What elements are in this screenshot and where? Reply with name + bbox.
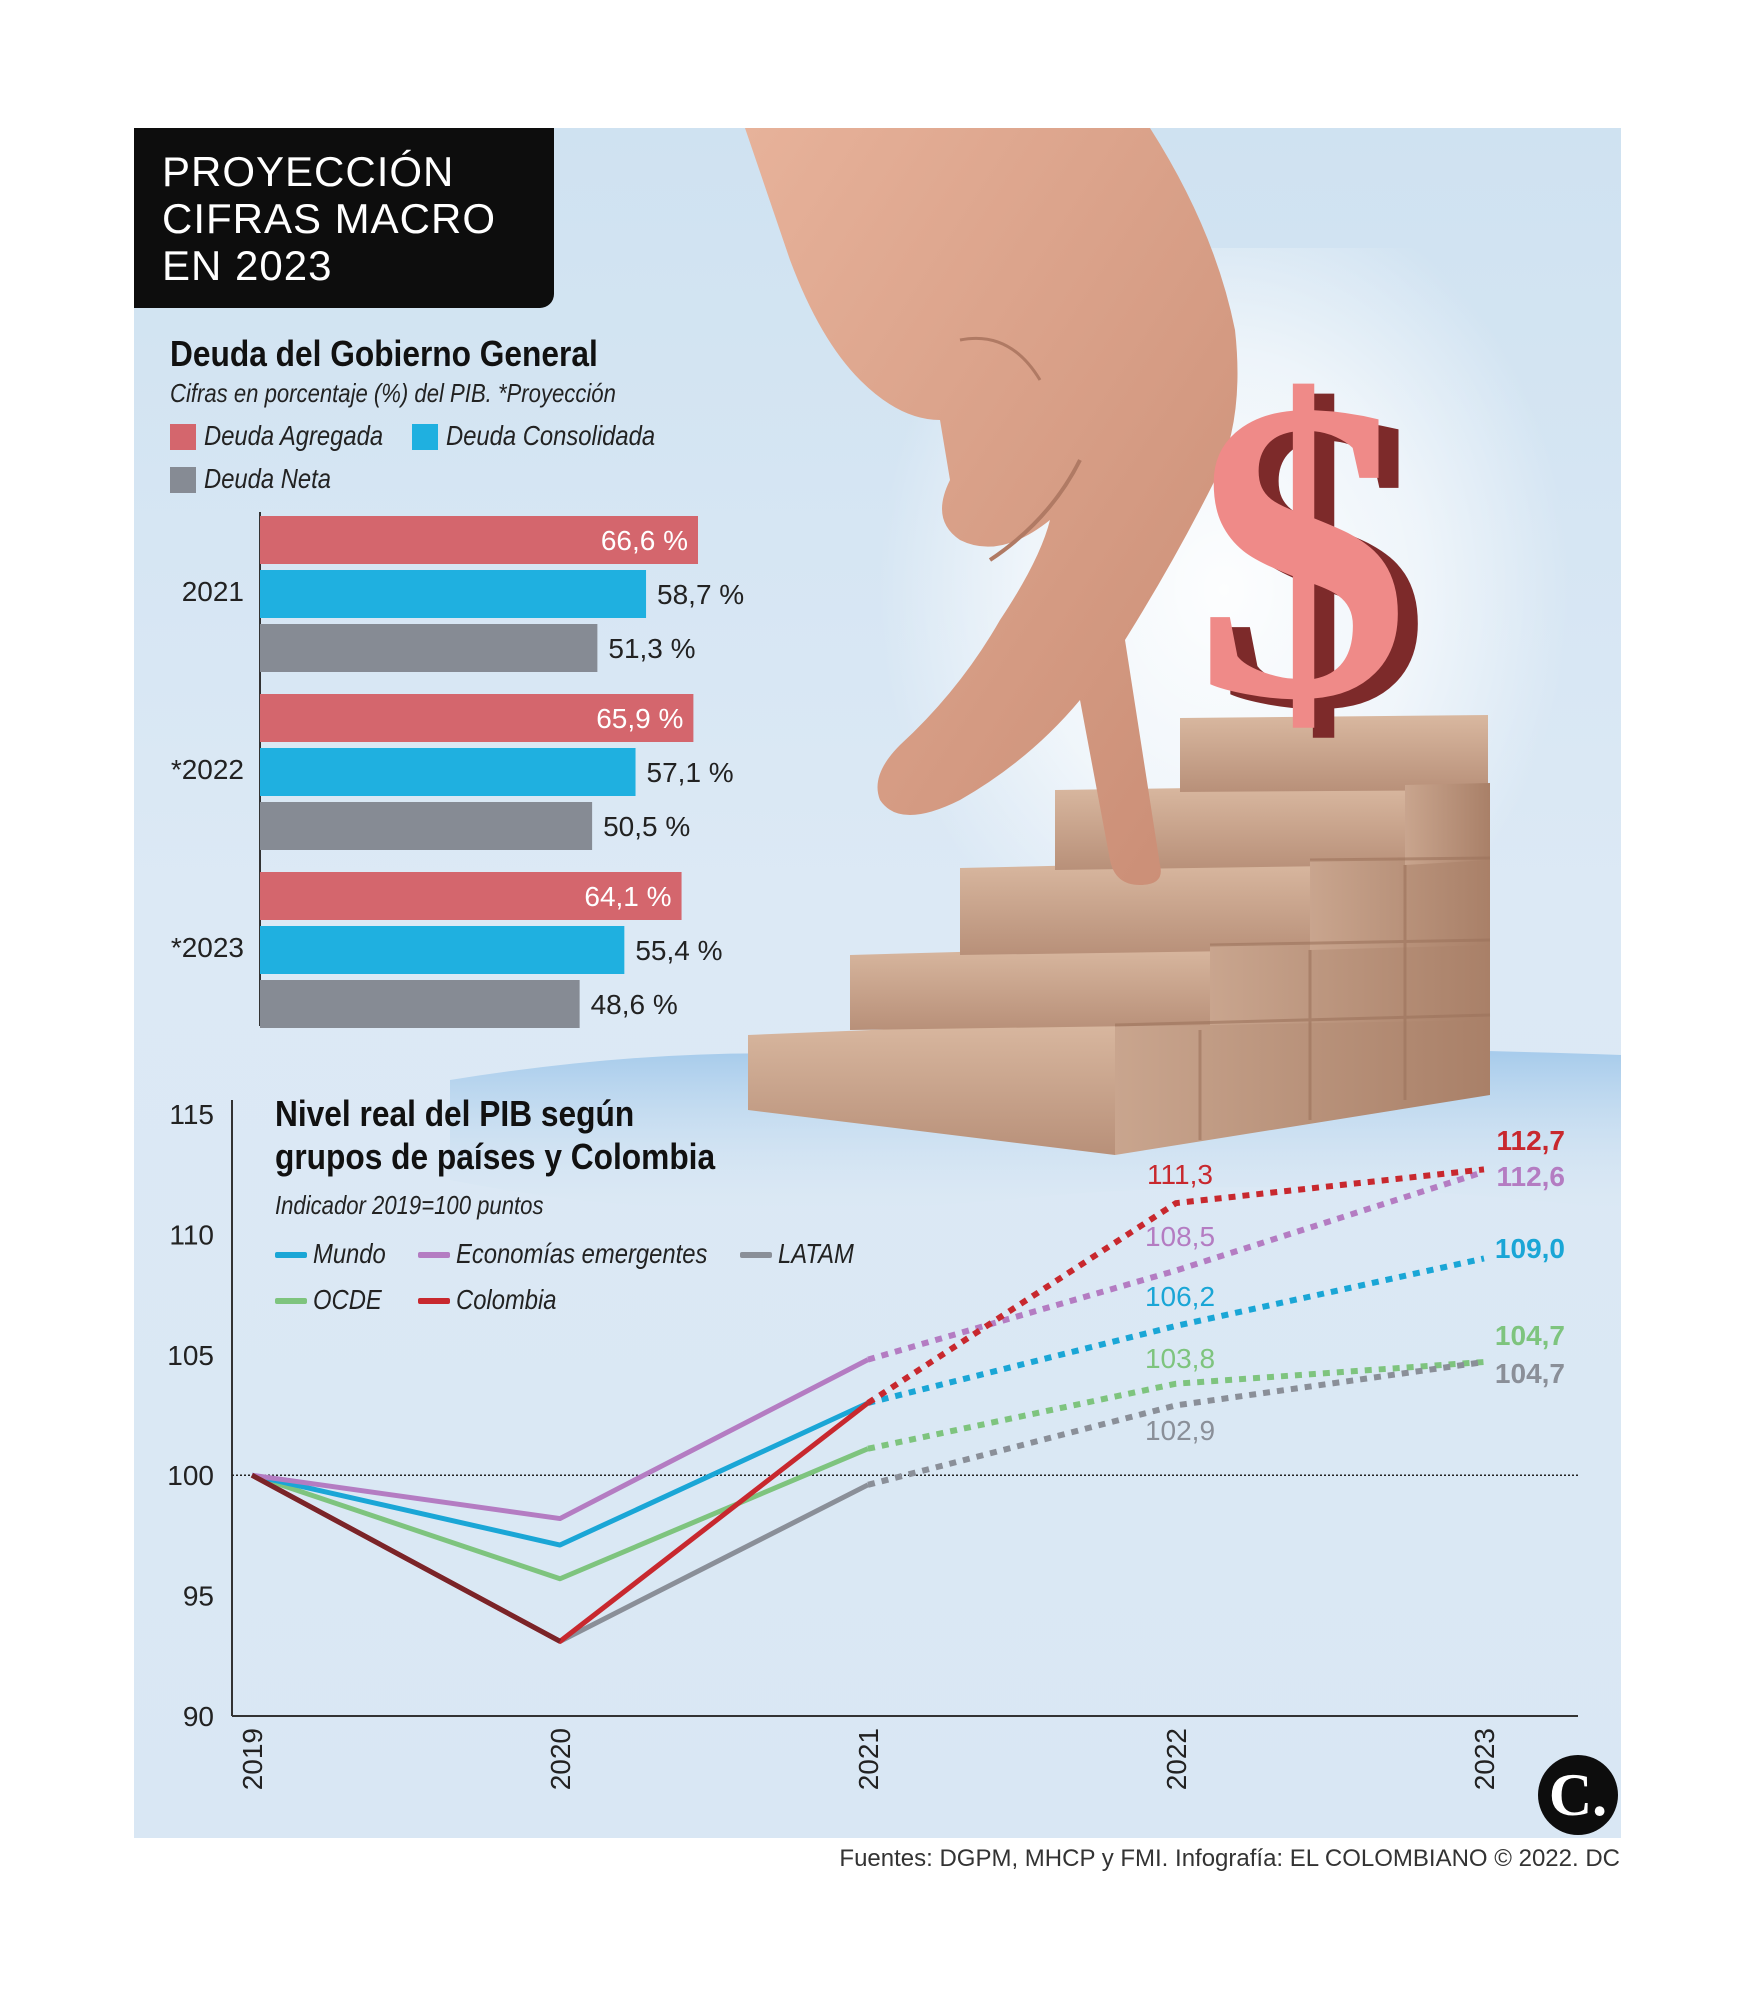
x-tick-label: 2023 (1469, 1728, 1500, 1790)
series-line-historic (251, 1446, 869, 1582)
legend-label-agregada: Deuda Agregada (204, 420, 384, 451)
bar-value-label: 50,5 % (603, 811, 690, 842)
point-label-2022: 111,3 (1147, 1159, 1213, 1190)
pib-line-chart: 115 110 105 100 95 90 2019 2020 2021 2022 2023 111,… (167, 1099, 1578, 1790)
series-line-overlap (250, 1472, 562, 1644)
bar (260, 748, 636, 796)
bar (260, 802, 593, 850)
series-line-historic (251, 1357, 870, 1522)
x-tick-label: 2021 (853, 1728, 884, 1790)
point-label-2023: 112,7 (1496, 1125, 1565, 1156)
title-line-2: CIFRAS MACRO (162, 195, 497, 242)
series-line-historic (250, 1472, 870, 1644)
bar (260, 694, 694, 742)
series-line-historic (251, 1400, 870, 1548)
bar-value-label: 55,4 % (635, 935, 722, 966)
legend-line-ocde (275, 1298, 307, 1304)
bar (260, 624, 598, 672)
legend-label-colombia: Colombia (456, 1284, 557, 1315)
point-label-2022: 102,9 (1145, 1415, 1215, 1446)
legend-label-consolidada: Deuda Consolidada (446, 420, 656, 451)
hand (745, 128, 1238, 885)
y-tick-label: 115 (169, 1099, 214, 1130)
bar-value-label: 66,6 % (601, 525, 688, 556)
legend-line-colombia (418, 1298, 450, 1304)
series-line-projected (867, 1168, 1485, 1363)
wooden-blocks (748, 715, 1491, 1155)
series-line-projected (867, 1359, 1485, 1452)
x-tick-label: 2020 (545, 1728, 576, 1790)
bar-value-label: 48,6 % (591, 989, 678, 1020)
series-line-historic (250, 1400, 870, 1644)
bar-value-label: 65,9 % (596, 703, 683, 734)
pib-heading-line-2: grupos de países y Colombia (275, 1136, 716, 1177)
debt-bar-chart: 2021 66,6 % 58,7 % 51,3 % *2022 65,9 % 57,1 % 5… (171, 512, 744, 1028)
point-label-2023: 104,7 (1495, 1358, 1565, 1389)
point-label-2023: 112,6 (1496, 1161, 1565, 1192)
point-label-2023: 109,0 (1495, 1233, 1565, 1264)
legend-line-emergentes (418, 1252, 450, 1258)
legend-label-ocde: OCDE (313, 1284, 382, 1315)
y-tick-label: 100 (167, 1460, 214, 1491)
bar-value-label: 57,1 % (647, 757, 734, 788)
legend-swatch-agregada (170, 424, 196, 450)
bar-value-label: 58,7 % (657, 579, 744, 610)
legend-label-neta: Deuda Neta (204, 463, 332, 494)
source-footer: Fuentes: DGPM, MHCP y FMI. Infografía: E… (839, 1845, 1620, 1872)
series-line-projected (866, 1166, 1485, 1406)
y-tick-label: 95 (183, 1581, 214, 1612)
title-line-3: EN 2023 (162, 242, 333, 289)
point-label-2022: 108,5 (1145, 1221, 1215, 1252)
debt-heading: Deuda del Gobierno General (170, 333, 598, 374)
legend-label-emergentes: Economías emergentes (456, 1238, 708, 1269)
el-colombiano-logo: C. (1538, 1755, 1618, 1835)
bar-category-label: *2022 (171, 754, 244, 785)
bar-category-label: *2023 (171, 932, 244, 963)
title-line-1: PROYECCIÓN (162, 148, 455, 195)
debt-subtitle: Cifras en porcentaje (%) del PIB. *Proye… (170, 378, 616, 408)
x-tick-label: 2019 (237, 1728, 268, 1790)
bar (260, 872, 682, 920)
point-label-2022: 103,8 (1145, 1343, 1215, 1374)
bar (260, 980, 580, 1028)
svg-text:$: $ (1215, 323, 1430, 799)
legend-label-latam: LATAM (778, 1238, 854, 1269)
x-tick-label: 2022 (1161, 1728, 1192, 1790)
point-label-2023: 104,7 (1495, 1320, 1565, 1351)
bar (260, 516, 698, 564)
bar (260, 926, 625, 974)
legend-line-latam (740, 1252, 772, 1258)
pib-heading-line-1: Nivel real del PIB según (275, 1093, 635, 1134)
pib-subtitle: Indicador 2019=100 puntos (275, 1190, 544, 1220)
legend-swatch-consolidada (412, 424, 438, 450)
point-label-2022: 106,2 (1145, 1281, 1215, 1312)
bar-value-label: 64,1 % (584, 881, 671, 912)
y-tick-label: 105 (167, 1340, 214, 1371)
legend-swatch-neta (170, 467, 196, 493)
legend-label-mundo: Mundo (313, 1238, 386, 1269)
svg-text:$: $ (1195, 313, 1410, 789)
y-tick-label: 110 (169, 1219, 214, 1250)
title-box: PROYECCIÓN CIFRAS MACRO EN 2023 (134, 128, 554, 308)
bar (260, 570, 647, 618)
y-tick-label: 90 (183, 1701, 214, 1732)
legend-line-mundo (275, 1252, 307, 1258)
bar-value-label: 51,3 % (608, 633, 695, 664)
dollar-sign-3d: $ $ (1195, 313, 1430, 799)
bar-category-label: 2021 (182, 576, 244, 607)
